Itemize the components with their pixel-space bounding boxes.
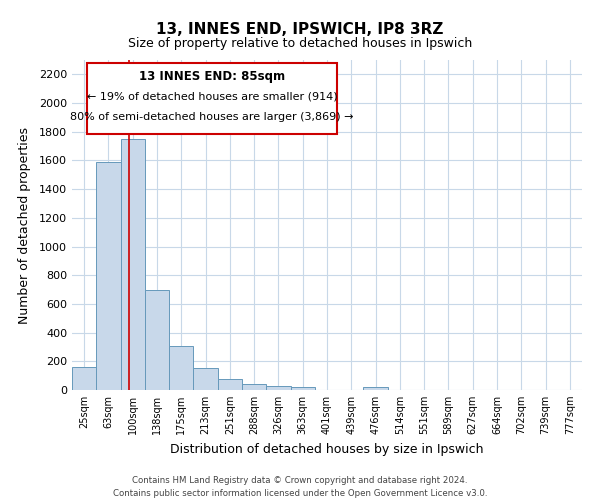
Bar [218,378,242,390]
X-axis label: Distribution of detached houses by size in Ipswich: Distribution of detached houses by size … [170,442,484,456]
Text: 80% of semi-detached houses are larger (3,869) →: 80% of semi-detached houses are larger (… [71,112,354,122]
Bar [72,367,96,390]
FancyBboxPatch shape [88,64,337,134]
Bar [290,387,315,390]
Text: 13 INNES END: 85sqm: 13 INNES END: 85sqm [139,70,286,83]
Text: Contains public sector information licensed under the Open Government Licence v3: Contains public sector information licen… [113,489,487,498]
Bar [96,162,121,390]
Text: ← 19% of detached houses are smaller (914): ← 19% of detached houses are smaller (91… [87,92,338,102]
Y-axis label: Number of detached properties: Number of detached properties [17,126,31,324]
Bar [364,387,388,390]
Bar [169,346,193,390]
Bar [193,368,218,390]
Bar [266,386,290,390]
Text: 13, INNES END, IPSWICH, IP8 3RZ: 13, INNES END, IPSWICH, IP8 3RZ [157,22,443,38]
Bar [242,384,266,390]
Bar [121,139,145,390]
Text: Contains HM Land Registry data © Crown copyright and database right 2024.: Contains HM Land Registry data © Crown c… [132,476,468,485]
Bar [145,290,169,390]
Text: Size of property relative to detached houses in Ipswich: Size of property relative to detached ho… [128,38,472,51]
